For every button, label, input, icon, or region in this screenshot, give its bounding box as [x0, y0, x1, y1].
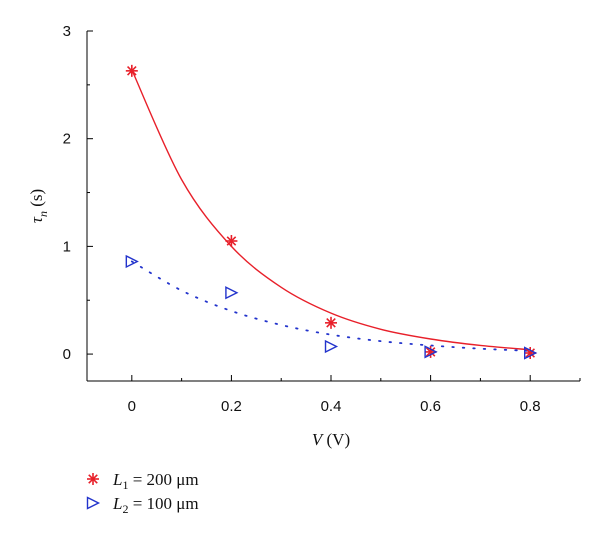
marker-stroke	[226, 236, 237, 246]
marker-stroke	[127, 66, 137, 76]
point-series-1	[125, 64, 138, 77]
y-tick-label: 2	[63, 131, 71, 148]
data-points	[125, 64, 538, 360]
point-series-2	[125, 254, 139, 269]
y-tick-label: 1	[63, 238, 71, 255]
x-tick-label: 0.8	[520, 398, 541, 415]
marker-stroke	[525, 348, 536, 358]
y-axis-title: τn (s)	[27, 189, 50, 223]
x-tick-label: 0.4	[321, 398, 342, 415]
legend: L1 = 200 μm L2 = 100 μm	[86, 470, 199, 516]
marker-stroke	[326, 318, 336, 328]
point-series-2	[225, 286, 239, 300]
x-tick-label: 0	[128, 398, 136, 415]
x-axis-title: V (V)	[312, 430, 350, 449]
marker-stroke	[88, 474, 98, 484]
axes: 0 0.2 0.4 0.6 0.8 0 1 2 3	[63, 23, 581, 415]
x-tick-label: 0.6	[420, 398, 441, 415]
point-series-1	[424, 345, 437, 358]
y-tick-label: 0	[63, 346, 71, 363]
fit-lines	[130, 69, 532, 352]
legend-label-l1: L1 = 200 μm	[112, 470, 199, 492]
legend-item-l1: L1 = 200 μm	[87, 470, 199, 492]
point-series-2	[324, 339, 339, 354]
y-tick-label: 3	[63, 23, 71, 40]
legend-asterisk-icon	[87, 473, 99, 485]
legend-item-l2: L2 = 100 μm	[86, 494, 199, 516]
legend-label-l2: L2 = 100 μm	[112, 494, 199, 516]
point-series-1	[225, 235, 238, 247]
fit-line-series-2	[130, 260, 532, 352]
legend-triangle-icon	[86, 496, 101, 510]
point-series-1	[325, 316, 338, 329]
x-tick-label: 0.2	[221, 398, 242, 415]
point-series-2	[424, 345, 438, 359]
legend-marker-asterisk-icon	[87, 473, 99, 485]
point-series-2	[524, 346, 538, 360]
legend-marker-triangle-icon	[86, 496, 101, 510]
point-series-1	[524, 347, 537, 359]
marker-stroke	[425, 347, 436, 357]
fit-line-series-1	[131, 69, 531, 351]
